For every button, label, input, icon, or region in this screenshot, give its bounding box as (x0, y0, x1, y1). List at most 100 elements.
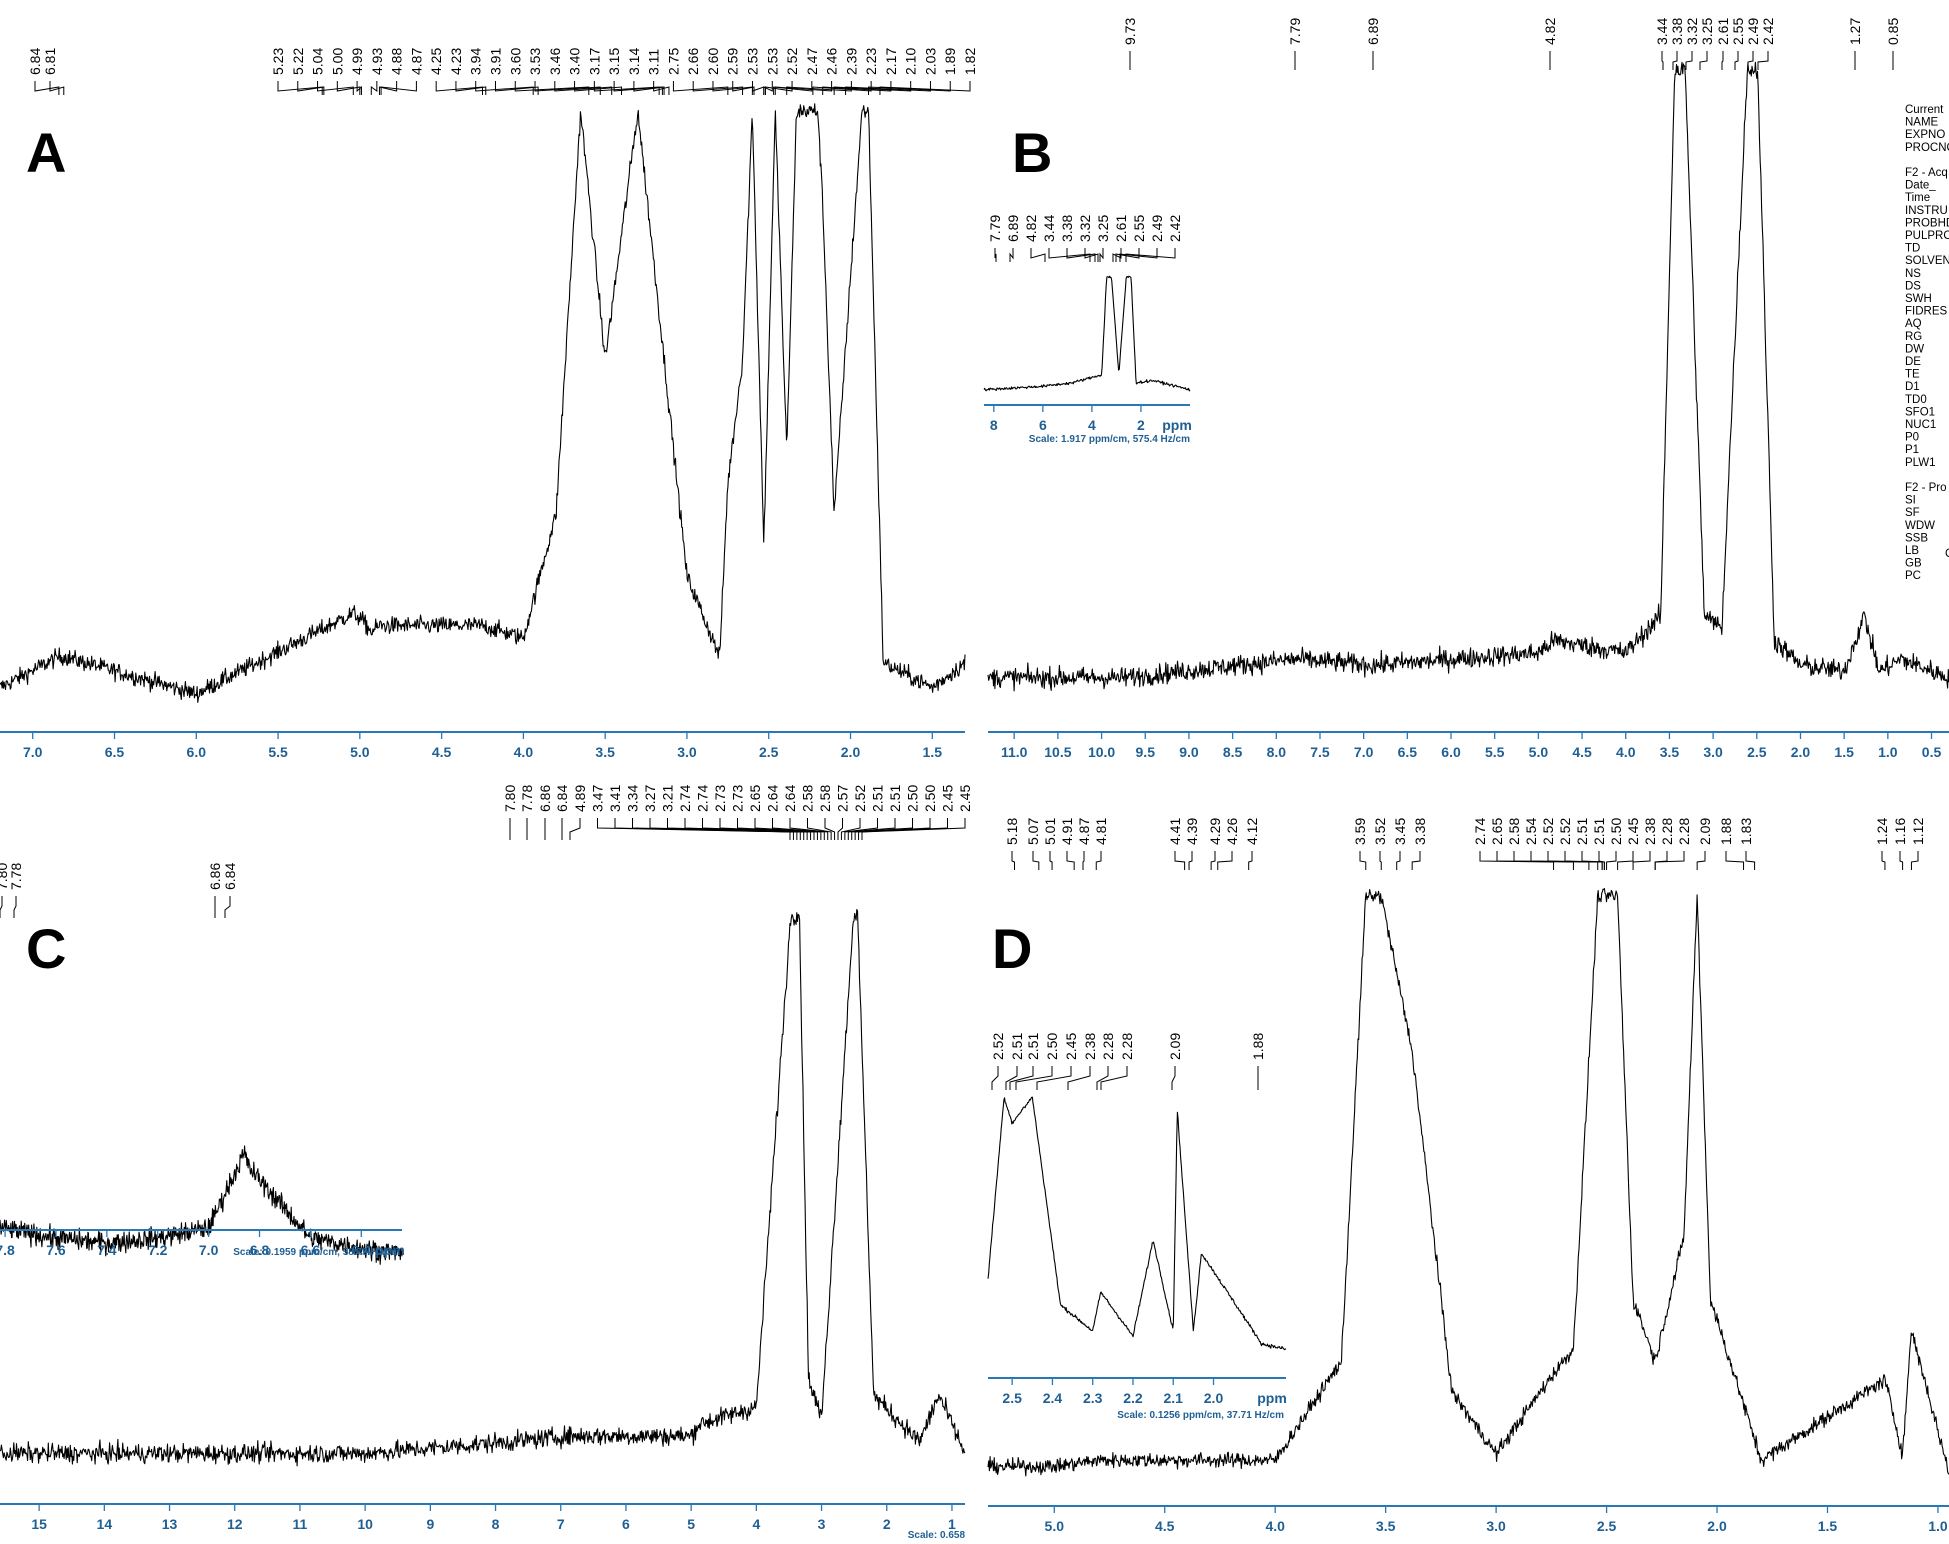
panel-a-peak-label-connector (774, 81, 833, 95)
panel-a-peak-label: 2.52 (784, 48, 800, 75)
panel-c-inset-tick-label: ppm (375, 1242, 405, 1258)
panel-d-inset-peak-label-connector (1067, 1066, 1091, 1090)
panel-d-inset-peak-label: 2.51 (1009, 1033, 1025, 1060)
panel-d-peak-label-connector (1411, 851, 1421, 870)
panel-b-inset-peak-label-connector (1119, 248, 1158, 262)
panel-d-peak-label: 3.59 (1352, 818, 1368, 845)
panel-b-tick-label: 9.5 (1136, 744, 1156, 760)
panel-d-peak-label: 2.74 (1472, 818, 1488, 845)
panel-c-peak-label-connector (844, 818, 878, 840)
panel-a-peak-label: 4.99 (349, 48, 365, 75)
panel-b-parameter-name: PULPRO (1905, 230, 1949, 242)
panel-a-peak-label: 2.39 (843, 48, 859, 75)
panel-d-peak-label: 4.39 (1184, 818, 1200, 845)
panel-b-tick-label: 5.5 (1485, 744, 1505, 760)
panel-b-inset-peak-label-connector (1030, 248, 1046, 262)
panel-b-tick-label: 1.0 (1878, 744, 1898, 760)
panel-c-peak-label: 2.50 (922, 785, 938, 812)
panel-d-peak-label-connector (1606, 851, 1617, 870)
panel-c-letter: C (26, 917, 66, 980)
panel-b-inset-peak-label: 2.49 (1149, 215, 1165, 242)
panel-b-parameter-name: F2 - Acq (1905, 167, 1948, 179)
panel-b-peak-label-connector (1757, 51, 1769, 70)
panel-b-peak-label: 4.82 (1542, 18, 1558, 45)
panel-c-peak-label-connector (807, 818, 832, 840)
panel-b-parameter-name: SWH (1905, 293, 1932, 305)
panel-c-tick-label: 10 (357, 1516, 373, 1532)
panel-d-tick-label: 5.0 (1045, 1518, 1065, 1534)
panel-c-peak-label-connector (569, 818, 581, 840)
panel-d-peak-label: 4.29 (1207, 818, 1223, 845)
panel-c-inset-tick-label: 6.8 (250, 1242, 270, 1258)
panel-b-inset-peak-label-connector (1048, 248, 1091, 262)
panel-a-peak-label-connector (380, 81, 417, 95)
panel-a-peak-label: 2.59 (725, 48, 741, 75)
panel-d-peak-label: 4.26 (1224, 818, 1240, 845)
panel-a-peak-label-connector (317, 81, 354, 95)
panel-b-parameter-name: Time (1905, 192, 1930, 204)
panel-b-inset-peak-label: 4.82 (1023, 215, 1039, 242)
panel-a-peak-label: 4.87 (408, 48, 424, 75)
panel-a-peak-label: 2.10 (903, 48, 919, 75)
panel-a-peak-label-connector (633, 81, 665, 95)
panel-c-tick-label: 9 (426, 1516, 434, 1532)
panel-c-tick-label: 2 (883, 1516, 891, 1532)
panel-c-tick-label: 4 (752, 1516, 760, 1532)
panel-c-peak-label: 3.34 (625, 785, 641, 812)
panel-d-peak-label: 5.07 (1025, 818, 1041, 845)
panel-d-tick-label: 1.0 (1928, 1518, 1948, 1534)
panel-a-tick-label: 3.5 (595, 744, 615, 760)
panel-c-peak-label: 2.57 (835, 785, 851, 812)
panel-d-inset-peak-label-connector (1171, 1066, 1176, 1090)
panel-a-peak-label-connector (773, 81, 813, 95)
panel-c-peak-label: 2.51 (870, 785, 886, 812)
panel-d-inset-peak-label-connector (1009, 1066, 1034, 1090)
panel-c-inset-tick-label: 7.6 (46, 1242, 66, 1258)
panel-d-inset-peak-label: 2.50 (1044, 1033, 1060, 1060)
panel-c-peak-label: 6.86 (537, 785, 553, 812)
panel-a-peak-label: 4.93 (369, 48, 385, 75)
panel-a-peak-label: 4.25 (428, 48, 444, 75)
panel-a-peak-label-connector (868, 81, 951, 95)
panel-d-peak-label: 4.41 (1167, 818, 1183, 845)
panel-a-peak-label: 3.14 (626, 48, 642, 75)
panel-c-peak-label: 2.73 (730, 785, 746, 812)
panel-d-peak-label: 2.28 (1659, 818, 1675, 845)
panel-d-inset-tick-label: 2.1 (1164, 1390, 1184, 1406)
panel-d-peak-label-connector (1654, 851, 1685, 870)
panel-a-peak-label: 3.11 (646, 49, 662, 75)
panel-d-peak-label-connector (1359, 851, 1367, 870)
panel-b-peak-label: 3.38 (1669, 18, 1685, 45)
panel-d-inset-peak-label-connector (1096, 1066, 1109, 1090)
panel-b-peak-label: 2.42 (1760, 18, 1776, 45)
panel-c-peak-label: 2.64 (765, 785, 781, 812)
panel-c-peak-label: 2.74 (677, 785, 693, 812)
panel-d-peak-label-connector (1032, 851, 1040, 870)
panel-d-peak-label-connector (1095, 851, 1102, 870)
panel-d-peak-label: 2.28 (1676, 818, 1692, 845)
panel-d-peak-label-connector (1188, 851, 1193, 870)
panel-b-inset-peak-label-connector (1125, 248, 1176, 262)
panel-d-inset-peak-label: 2.52 (990, 1033, 1006, 1060)
panel-d-inset-peak-label: 2.45 (1063, 1033, 1079, 1060)
panel-d-peak-label-connector (1049, 851, 1053, 870)
panel-b-peak-label: 2.55 (1730, 18, 1746, 45)
panel-d-tick-label: 4.5 (1155, 1518, 1175, 1534)
panel-b-parameter-name: SI (1905, 495, 1916, 507)
panel-b-parameter-name: TD0 (1905, 394, 1927, 406)
panel-d-peak-label: 5.18 (1004, 818, 1020, 845)
panel-d-inset-peak-label-connector (991, 1066, 999, 1090)
panel-a-peak-label-connector (613, 81, 663, 95)
panel-b-parameter-name: NAME (1905, 117, 1939, 129)
panel-d-peak-label: 2.38 (1642, 818, 1658, 845)
panel-b-tick-label: 8.0 (1267, 744, 1287, 760)
panel-a-peak-label-connector (593, 81, 660, 95)
panel-a-tick-label: 4.0 (514, 744, 534, 760)
panel-a-peak-label-connector (672, 81, 729, 95)
panel-b-peak-label-connector (1721, 51, 1724, 70)
panel-b-peak-label: 6.89 (1365, 18, 1381, 45)
panel-c-peak-label-connector (837, 818, 843, 840)
panel-c-tick-label: 12 (227, 1516, 243, 1532)
panel-d-peak-label-connector (1379, 851, 1382, 870)
